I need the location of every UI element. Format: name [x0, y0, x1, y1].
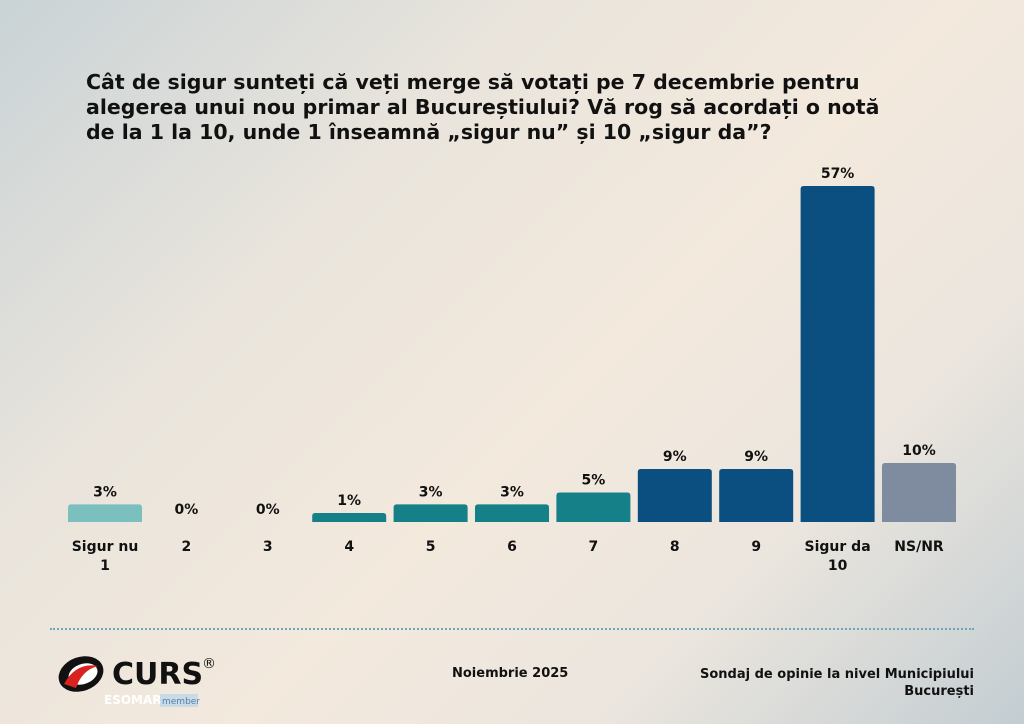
bar: [312, 513, 387, 522]
category-label: 8: [670, 539, 680, 555]
title-line: alegerea unui nou primar al Bucureștiulu…: [86, 95, 880, 119]
category-label: Sigur nu: [72, 539, 139, 555]
bar: [719, 468, 794, 522]
data-label: 9%: [663, 449, 687, 465]
category-label: 10: [828, 558, 848, 574]
data-label: 3%: [500, 484, 524, 500]
svg-text:CURS: CURS: [112, 657, 203, 692]
source-line: București: [904, 684, 974, 699]
category-label: Sigur da: [805, 539, 871, 555]
chart-title: Cât de sigur sunteți că veți merge să vo…: [86, 70, 986, 145]
title-line: Cât de sigur sunteți că veți merge să vo…: [86, 70, 860, 94]
category-label: 4: [344, 539, 354, 555]
data-label: 0%: [175, 502, 199, 518]
data-label: 10%: [902, 443, 936, 459]
category-label: 7: [589, 539, 599, 555]
data-label: 57%: [821, 166, 855, 182]
bar: [475, 504, 549, 522]
svg-text:ESOMAR: ESOMAR: [104, 693, 162, 707]
source-line: Sondaj de opinie la nivel Municipiului: [700, 667, 974, 682]
category-label: 1: [100, 558, 110, 574]
bar: [637, 468, 712, 522]
category-label: 6: [507, 539, 517, 555]
data-label: 9%: [744, 449, 768, 465]
category-label: NS/NR: [894, 539, 944, 555]
category-label: 2: [182, 539, 192, 555]
category-label: 5: [426, 539, 436, 555]
title-line: de la 1 la 10, unde 1 înseamnă „sigur nu…: [86, 120, 772, 144]
data-label: 0%: [256, 502, 280, 518]
data-label: 1%: [337, 493, 361, 509]
bar: [882, 463, 956, 522]
data-label: 3%: [93, 484, 117, 500]
svg-text:®: ®: [202, 656, 216, 672]
category-label: 3: [263, 539, 273, 555]
data-label: 3%: [419, 484, 443, 500]
bar: [393, 504, 468, 522]
data-label: 5%: [582, 473, 606, 489]
footer-source: Sondaj de opinie la nivel Municipiului B…: [700, 666, 974, 700]
curs-logo: CURS ® ESOMAR member: [58, 656, 216, 707]
bar: [68, 504, 142, 522]
footer-date: Noiembrie 2025: [452, 666, 569, 681]
bar-chart: 3%Sigur nu10%20%31%43%53%65%79%89%957%Si…: [68, 166, 956, 574]
svg-text:member: member: [162, 697, 200, 707]
category-label: 9: [751, 539, 761, 555]
bar: [556, 492, 631, 522]
divider: [50, 628, 974, 630]
bar: [800, 186, 875, 522]
